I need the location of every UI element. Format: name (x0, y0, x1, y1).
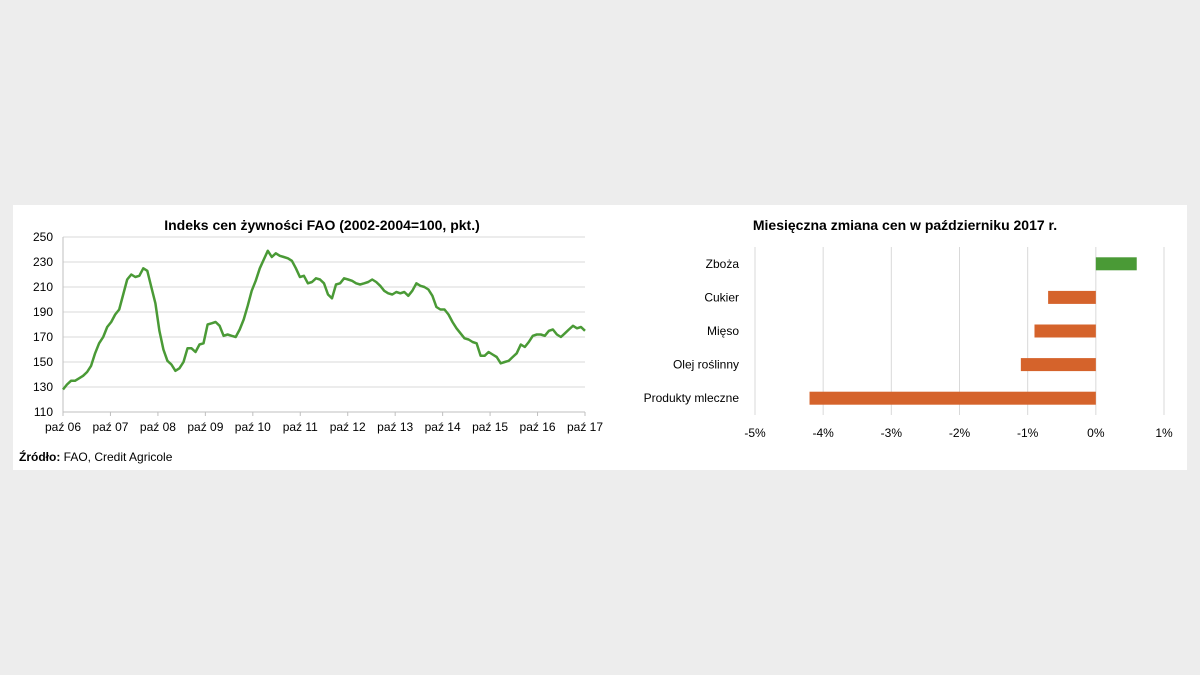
y-tick-label: 210 (33, 280, 53, 294)
x-tick-label: 0% (1087, 426, 1105, 440)
bar-chart-x-ticks: -5% -4% -3% -2% -1% 0% 1% (744, 426, 1173, 440)
y-tick-label: 250 (33, 230, 53, 244)
x-tick-label: paź 15 (472, 420, 508, 434)
x-tick-label: -2% (949, 426, 971, 440)
bar-chart-bars (809, 257, 1137, 405)
line-chart-title: Indeks cen żywności FAO (2002-2004=100, … (164, 217, 480, 233)
y-tick-label: 150 (33, 355, 53, 369)
x-tick-label: paź 07 (92, 420, 128, 434)
x-tick-label: paź 06 (45, 420, 81, 434)
category-label: Cukier (704, 290, 739, 304)
y-tick-label: 170 (33, 330, 53, 344)
y-tick-label: 110 (34, 405, 53, 419)
line-series-fao-index (62, 249, 586, 391)
bar-chart-category-labels: Zboża Cukier Mięso Olej roślinny Produkty ml… (644, 257, 740, 405)
x-tick-label: paź 08 (140, 420, 176, 434)
x-tick-label: paź 16 (520, 420, 556, 434)
food-price-index-chart: Indeks cen żywności FAO (2002-2004=100, … (33, 217, 603, 434)
chart-panel: Indeks cen żywności FAO (2002-2004=100, … (13, 205, 1187, 470)
y-tick-label: 130 (33, 380, 53, 394)
bar-chart-title: Miesięczna zmiana cen w październiku 201… (753, 217, 1057, 233)
monthly-change-chart: Miesięczna zmiana cen w październiku 201… (644, 217, 1173, 440)
bar-0 (1095, 257, 1137, 271)
category-label: Produkty mleczne (644, 391, 740, 405)
source-label: Źródło: (19, 450, 61, 464)
x-tick-label: paź 12 (330, 420, 366, 434)
bar-chart-gridlines (754, 247, 1165, 415)
line-chart-y-ticks: 110 130 150 170 190 210 230 250 (33, 230, 53, 419)
x-tick-label: -5% (744, 426, 766, 440)
bar-3 (1020, 358, 1096, 372)
bar-2 (1034, 324, 1096, 338)
x-tick-label: paź 13 (377, 420, 413, 434)
x-tick-label: paź 10 (235, 420, 271, 434)
x-tick-label: -4% (812, 426, 834, 440)
y-tick-label: 230 (33, 255, 53, 269)
x-tick-label: 1% (1155, 426, 1173, 440)
category-label: Olej roślinny (673, 358, 739, 372)
x-tick-label: paź 11 (283, 420, 318, 434)
bar-4 (809, 391, 1096, 405)
x-tick-label: paź 09 (187, 420, 223, 434)
bar-1 (1048, 290, 1096, 304)
category-label: Zboża (706, 257, 740, 271)
x-tick-label: paź 17 (567, 420, 603, 434)
x-tick-label: -1% (1017, 426, 1039, 440)
y-tick-label: 190 (33, 305, 53, 319)
line-chart-x-ticks: paź 06 paź 07 paź 08 paź 09 paź 10 paź 11 paź … (45, 412, 603, 434)
category-label: Mięso (707, 324, 739, 338)
line-chart-gridlines (62, 236, 585, 413)
x-tick-label: -3% (881, 426, 903, 440)
source-text: FAO, Credit Agricole (60, 450, 173, 464)
x-tick-label: paź 14 (425, 420, 461, 434)
source-note: Źródło: FAO, Credit Agricole (19, 450, 172, 464)
